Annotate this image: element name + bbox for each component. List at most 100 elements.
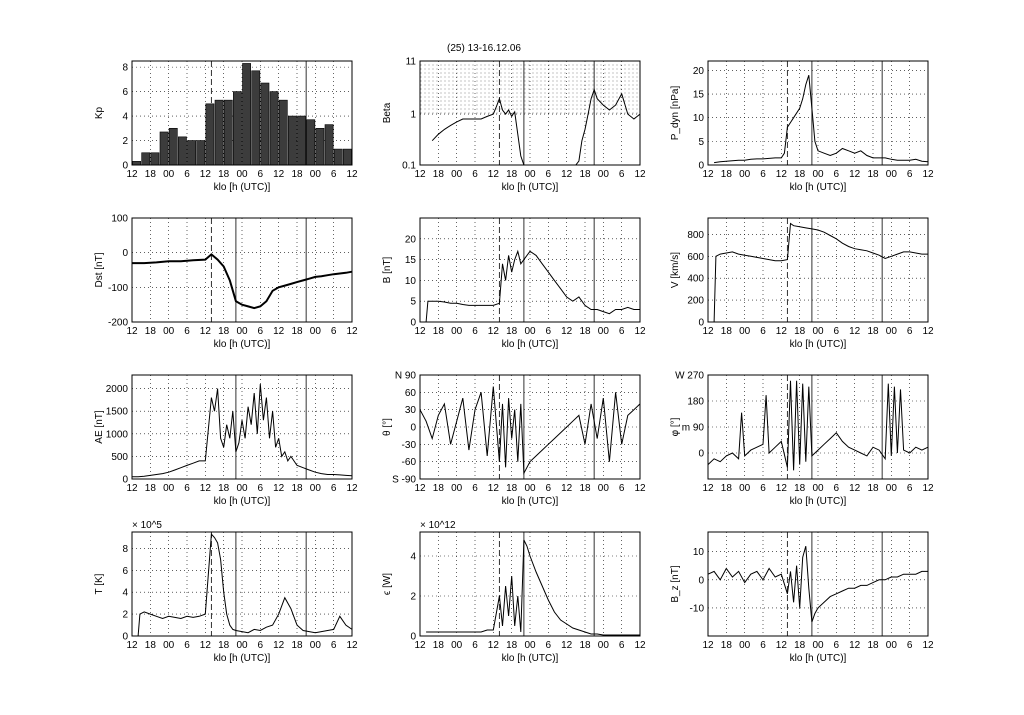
x-axis-label: klo [h (UTC)] <box>502 653 559 664</box>
x-tick-label: 00 <box>812 640 824 651</box>
y-tick-label: 0 <box>410 423 416 434</box>
y-tick-label: 8 <box>122 544 128 555</box>
x-axis-label: klo [h (UTC)] <box>502 182 559 193</box>
y-exponent-label: × 10^12 <box>420 520 456 531</box>
x-axis-label: klo [h (UTC)] <box>502 496 559 507</box>
y-tick-label: 20 <box>693 66 705 77</box>
kp-bar <box>141 152 151 166</box>
x-tick-label: 6 <box>258 483 264 494</box>
kp-bar <box>251 70 261 166</box>
x-axis-label: klo [h (UTC)] <box>790 653 847 664</box>
kp-bar <box>178 136 187 166</box>
x-tick-label: 6 <box>184 169 190 180</box>
y-tick-label: 10 <box>693 113 705 124</box>
x-tick-label: 18 <box>291 640 303 651</box>
y-tick-label: 0 <box>122 475 128 486</box>
x-axis-label: klo [h (UTC)] <box>214 653 271 664</box>
x-tick-label: 00 <box>310 640 322 651</box>
chart-v: 12 18 00 6 12 18 00 6 12 18 00 6 120200400600800klo … <box>670 217 934 350</box>
x-tick-label: 18 <box>145 640 157 651</box>
y-tick-label: 0 <box>698 161 704 172</box>
shade-region <box>420 61 640 115</box>
y-tick-label: 0 <box>122 248 128 259</box>
x-tick-label: 6 <box>907 326 913 337</box>
x-tick-label: 6 <box>546 640 552 651</box>
kp-bar <box>260 82 270 166</box>
x-tick-label: 6 <box>184 640 190 651</box>
x-tick-label: 00 <box>886 483 898 494</box>
y-tick-label: 11 <box>406 57 417 68</box>
y-exponent-label: × 10^5 <box>132 520 162 531</box>
y-tick-label: 0 <box>698 449 704 460</box>
x-tick-label: 12 <box>273 483 285 494</box>
y-tick-label: 0 <box>122 161 128 172</box>
y-tick-label: m 90 <box>682 423 705 434</box>
x-axis-label: klo [h (UTC)] <box>790 182 847 193</box>
x-tick-label: 6 <box>546 483 552 494</box>
x-tick-label: 6 <box>619 483 625 494</box>
x-tick-label: 18 <box>218 640 230 651</box>
kp-bar <box>288 115 297 166</box>
x-tick-label: 00 <box>310 483 322 494</box>
x-tick-label: 18 <box>721 326 733 337</box>
y-tick-label: 0 <box>410 632 416 643</box>
kp-bar <box>324 124 334 166</box>
x-tick-label: 00 <box>524 483 536 494</box>
series-line <box>713 222 928 323</box>
x-tick-label: 12 <box>346 483 358 494</box>
x-tick-label: 6 <box>546 169 552 180</box>
x-axis-label: klo [h (UTC)] <box>214 339 271 350</box>
x-tick-label: 6 <box>258 326 264 337</box>
x-tick-label: 18 <box>218 326 230 337</box>
x-tick-label: 12 <box>273 326 285 337</box>
y-axis-label: P_dyn [nPa] <box>670 86 681 141</box>
plot-frame <box>131 531 353 637</box>
x-tick-label: 00 <box>451 640 463 651</box>
x-tick-label: 18 <box>433 169 445 180</box>
x-tick-label: 18 <box>145 483 157 494</box>
x-tick-label: 12 <box>776 640 788 651</box>
y-tick-label: 2 <box>122 610 128 621</box>
chart-bz: 12 18 00 6 12 18 00 6 12 18 00 6 12 -10 0 10 klo [h (UTC… <box>670 531 934 664</box>
x-tick-label: 6 <box>472 326 478 337</box>
x-tick-label: 6 <box>184 326 190 337</box>
x-tick-label: 6 <box>760 483 766 494</box>
x-tick-label: 6 <box>619 640 625 651</box>
kp-bar <box>269 91 279 166</box>
chart-phi: 12 18 00 6 12 18 00 6 12 18 00 6 12 0 m 90 180 W 270 klo … <box>670 371 934 508</box>
x-tick-label: 12 <box>634 169 646 180</box>
y-tick-label: 0 <box>698 575 704 586</box>
x-tick-label: 12 <box>849 326 861 337</box>
x-tick-label: 12 <box>849 169 861 180</box>
plot-frame <box>419 217 641 323</box>
y-tick-label: 4 <box>122 112 128 123</box>
x-tick-label: 12 <box>776 326 788 337</box>
x-tick-label: 12 <box>702 483 714 494</box>
x-tick-label: 18 <box>721 640 733 651</box>
y-tick-label: 400 <box>687 274 704 285</box>
x-tick-label: 18 <box>506 483 518 494</box>
x-tick-label: 18 <box>794 640 806 651</box>
x-tick-label: 00 <box>524 640 536 651</box>
figure-title: (25) 13-16.12.06 <box>447 43 521 54</box>
x-tick-label: 12 <box>346 326 358 337</box>
x-tick-label: 12 <box>849 483 861 494</box>
x-tick-label: 6 <box>546 326 552 337</box>
y-tick-label: 15 <box>405 255 417 266</box>
x-tick-label: 6 <box>834 483 840 494</box>
y-axis-label: AE [nT] <box>94 410 105 444</box>
x-tick-label: 6 <box>258 640 264 651</box>
y-axis-label: φ [°] <box>670 417 681 436</box>
x-tick-label: 12 <box>776 483 788 494</box>
x-tick-label: 12 <box>488 169 500 180</box>
x-tick-label: 12 <box>561 483 573 494</box>
x-tick-label: 18 <box>506 640 518 651</box>
x-tick-label: 18 <box>291 326 303 337</box>
plot-frame <box>131 60 353 166</box>
x-tick-label: 12 <box>488 326 500 337</box>
x-tick-label: 12 <box>561 326 573 337</box>
y-tick-label: 4 <box>122 588 128 599</box>
x-tick-label: 00 <box>598 483 610 494</box>
series-line <box>132 253 353 310</box>
